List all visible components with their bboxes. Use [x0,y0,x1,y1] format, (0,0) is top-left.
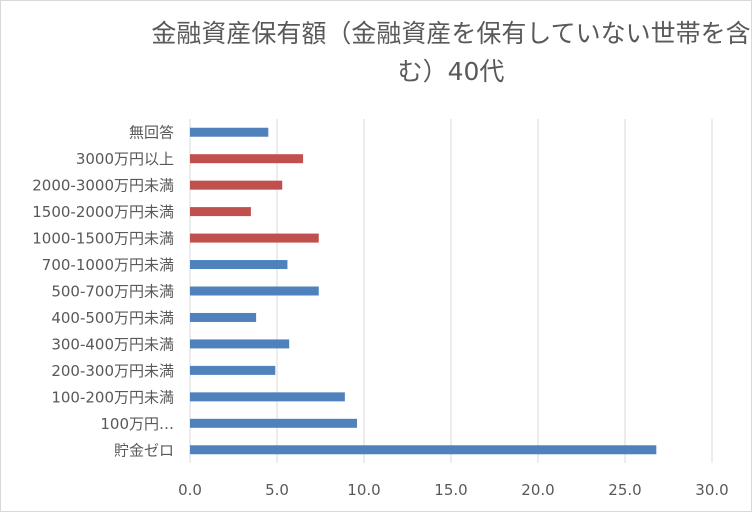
y-tick-label: 2000-3000万円未満 [32,177,174,195]
y-tick-label: 1000-1500万円未満 [32,230,174,248]
y-tick-label: 貯金ゼロ [114,441,174,459]
bar [190,365,276,375]
bar [190,180,283,190]
bar [190,418,358,428]
x-tick-label: 30.0 [695,481,728,499]
y-tick-label: 無回答 [129,124,174,142]
y-tick-label: 100-200万円未満 [51,388,174,406]
y-tick-label: 100万円… [100,415,174,433]
x-tick-label: 25.0 [608,481,641,499]
y-tick-label: 1500-2000万円未満 [32,203,174,221]
y-tick-label: 200-300万円未満 [51,362,174,380]
bar [190,286,319,296]
x-tick-label: 10.0 [347,481,380,499]
y-tick-label: 3000万円以上 [76,150,174,168]
x-tick-label: 5.0 [265,481,289,499]
bar [190,154,304,164]
y-tick-label: 300-400万円未満 [51,335,174,353]
x-tick-label: 20.0 [521,481,554,499]
bar [190,127,269,137]
y-tick-label: 400-500万円未満 [51,309,174,327]
y-tick-label: 500-700万円未満 [51,283,174,301]
bar [190,260,288,270]
bar [190,392,345,402]
x-tick-label: 15.0 [434,481,467,499]
chart-title: 金融資産保有額（金融資産を保有していない世帯を含む）40代 [151,19,751,86]
bar [190,339,290,349]
x-tick-label: 0.0 [178,481,202,499]
bar [190,445,657,455]
y-tick-label: 700-1000万円未満 [42,256,174,274]
bar [190,312,257,322]
bar [190,233,319,243]
bar [190,207,251,217]
